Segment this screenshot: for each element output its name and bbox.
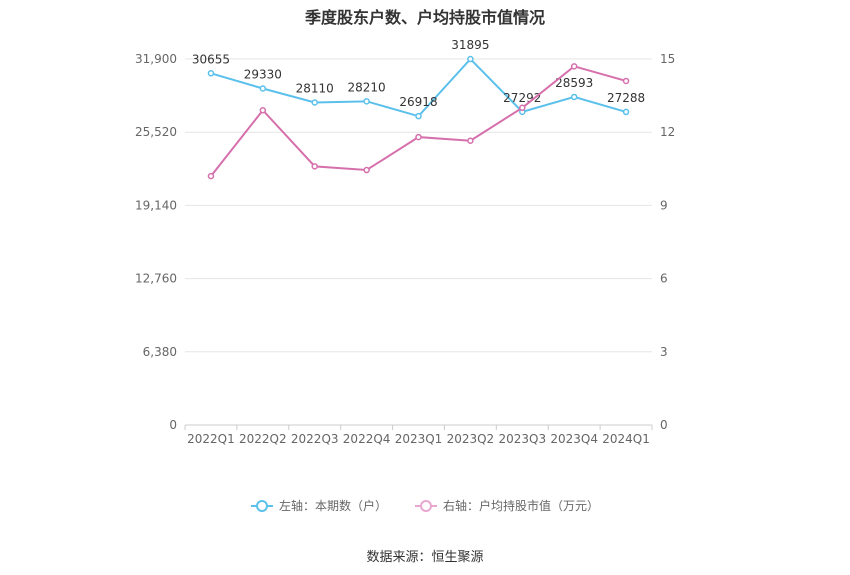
legend: 左轴：本期数（户） 右轴：户均持股市值（万元）: [0, 497, 850, 514]
data-label-households: 31895: [451, 38, 489, 52]
data-point-households: [259, 85, 267, 92]
x-axis-tick-label: 2024Q1: [602, 432, 650, 446]
data-label-households: 27288: [607, 91, 645, 105]
data-label-households: 28110: [296, 81, 334, 95]
right-axis-tick: 6: [660, 272, 668, 286]
legend-item-households[interactable]: 左轴：本期数（户）: [250, 497, 387, 514]
data-point-households: [570, 93, 578, 101]
data-point-market-value: [259, 106, 267, 114]
legend-label-market-value: 右轴：户均持股市值（万元）: [443, 499, 600, 513]
data-point-market-value: [207, 172, 215, 180]
data-label-households: 26918: [399, 95, 437, 109]
chart-title: 季度股东户数、户均持股市值情况: [304, 8, 545, 27]
right-axis-tick: 0: [660, 418, 668, 432]
data-point-market-value: [519, 104, 526, 112]
legend-item-market-value[interactable]: 右轴：户均持股市值（万元）: [415, 497, 599, 514]
data-point-households: [207, 70, 215, 77]
data-point-households: [415, 112, 422, 120]
data-point-households: [311, 99, 318, 106]
left-axis-tick: 19,140: [135, 198, 177, 212]
data-label-households: 28210: [348, 80, 386, 94]
x-axis-tick-label: 2023Q2: [447, 432, 495, 446]
x-axis-tick-label: 2022Q2: [239, 432, 287, 446]
left-axis-tick: 31,900: [135, 52, 177, 66]
right-axis-tick: 3: [660, 345, 668, 359]
legend-swatch-households: [250, 499, 273, 513]
data-point-market-value: [311, 163, 318, 170]
data-point-market-value: [415, 133, 422, 141]
x-axis-tick-label: 2022Q1: [187, 432, 235, 446]
left-axis-tick: 25,520: [135, 125, 177, 139]
data-point-households: [467, 55, 474, 63]
x-axis-tick-label: 2022Q3: [291, 432, 339, 446]
data-point-households: [622, 108, 630, 116]
data-label-households: 28593: [555, 76, 593, 90]
right-axis-tick: 12: [660, 125, 675, 139]
data-point-market-value: [363, 166, 370, 174]
data-point-market-value: [570, 63, 578, 70]
data-label-households: 29330: [244, 67, 282, 81]
right-axis-tick: 15: [660, 52, 675, 66]
source-note: 数据来源：恒生聚源: [366, 550, 484, 565]
legend-label-households: 左轴：本期数（户）: [278, 499, 387, 513]
left-axis-tick: 0: [169, 418, 177, 432]
data-point-market-value: [622, 77, 630, 85]
x-axis-tick-label: 2023Q4: [550, 432, 598, 446]
x-axis-tick-label: 2022Q4: [343, 432, 391, 446]
data-point-market-value: [467, 137, 474, 144]
data-point-households: [363, 98, 370, 105]
data-label-households: 30655: [192, 52, 230, 66]
legend-swatch-market-value: [415, 499, 437, 513]
x-axis-tick-label: 2023Q1: [395, 432, 443, 446]
left-axis-tick: 6,380: [143, 345, 177, 359]
x-axis-tick-label: 2023Q3: [498, 432, 546, 446]
left-axis-tick: 12,760: [135, 272, 177, 286]
right-axis-tick: 9: [660, 198, 668, 212]
